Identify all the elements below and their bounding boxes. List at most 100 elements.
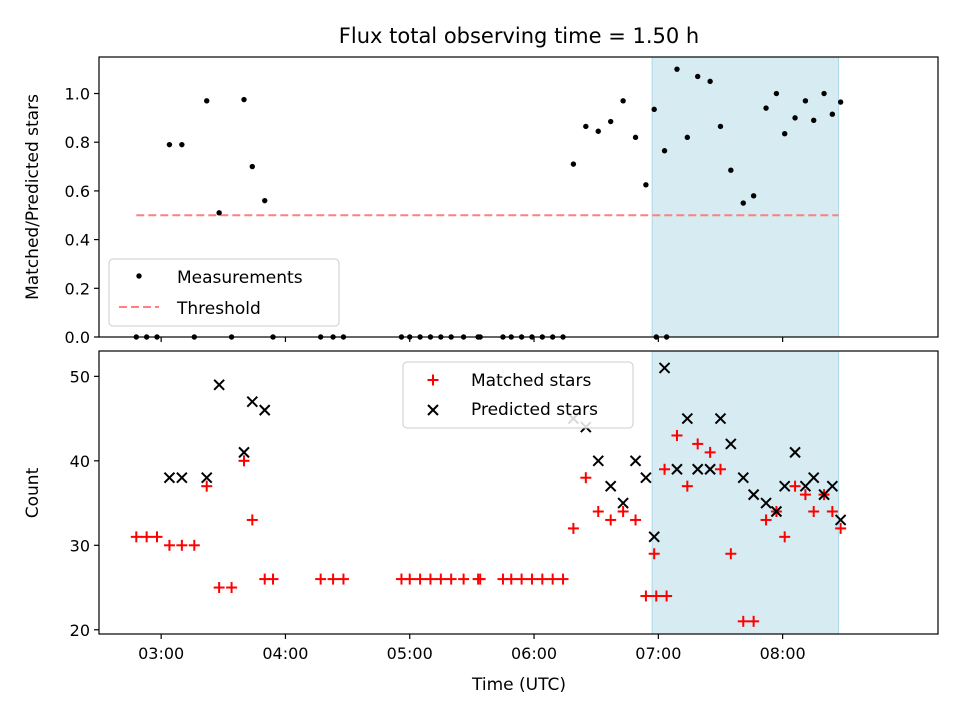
predicted-star-point [807, 472, 820, 484]
top-y-axis: 0.0 0.2 0.4 0.6 0.8 1.0 [65, 85, 99, 347]
legend-measurements-label: Measurements [177, 268, 303, 288]
measurement-point [707, 78, 713, 85]
matched-star-point [474, 573, 486, 585]
predicted-marker-b [671, 463, 683, 475]
matched-star-point [505, 573, 517, 585]
predicted-star-point [259, 404, 271, 416]
predicted-marker-b [201, 472, 213, 484]
predicted-star-point [629, 455, 642, 467]
predicted-star-point [725, 438, 737, 450]
matched-star-point [692, 438, 704, 450]
measurement-point [694, 73, 701, 80]
y-tick-label: 0.0 [65, 328, 90, 347]
measurement-point [684, 134, 691, 141]
chart-title: Flux total observing time = 1.50 h [339, 24, 699, 48]
bottom-x-axis: 03:00 04:00 05:00 06:00 07:00 08:00 [138, 634, 806, 663]
predicted-marker-b [770, 505, 783, 518]
legend-predicted-label: Predicted stars [471, 400, 598, 420]
matched-star-point [435, 573, 447, 585]
predicted-marker-b [681, 412, 694, 425]
matched-star-point [714, 463, 726, 475]
matched-star-point [580, 472, 592, 484]
matched-star-point [737, 615, 749, 627]
x-tick-label: 05:00 [387, 644, 433, 663]
matched-star-point [404, 573, 416, 585]
y-tick-label: 0.8 [65, 133, 90, 152]
predicted-marker-b [629, 455, 642, 467]
x-tick-label: 04:00 [262, 644, 308, 663]
matched-star-point [650, 590, 662, 602]
measurement-point [262, 197, 268, 204]
top-axes-frame [98, 56, 939, 338]
measurement-point [821, 90, 827, 97]
predicted-star-point [737, 472, 749, 484]
predicted-marker-b [246, 395, 259, 408]
measurement-point [829, 111, 836, 117]
matched-star-point [163, 539, 175, 551]
legend-threshold-label: Threshold [176, 299, 261, 319]
predicted-star-point [671, 463, 683, 475]
measurement-point [811, 117, 817, 124]
predicted-star-point [604, 480, 617, 492]
measurement-point [661, 148, 668, 154]
predicted-marker-b [737, 472, 749, 484]
predicted-star-point [201, 472, 213, 484]
predicted-marker-b [778, 480, 791, 492]
predicted-marker-b [658, 362, 671, 374]
matched-star-point [789, 480, 801, 492]
predicted-star-point [163, 472, 176, 484]
predicted-star-point [747, 488, 760, 501]
predicted-marker-b [714, 412, 727, 425]
predicted-star-point [658, 362, 671, 374]
bottom-highlight-span [651, 350, 840, 635]
predicted-star-point [799, 480, 812, 492]
predicted-marker-b [704, 463, 716, 475]
measurement-point [728, 167, 734, 173]
matched-star-point [130, 531, 142, 543]
predicted-marker-b [163, 472, 176, 484]
predicted-star-point [760, 497, 772, 509]
predicted-marker-b [807, 472, 820, 484]
predicted-marker-b [617, 497, 629, 509]
measurement-point [782, 130, 788, 137]
predicted-star-point [681, 412, 694, 425]
measurement-point [249, 163, 255, 170]
predicted-star-point [789, 446, 801, 459]
matched-star-point [617, 506, 629, 518]
matched-star-point [661, 590, 673, 602]
predicted-star-point [238, 446, 250, 459]
predicted-marker-b [592, 455, 604, 467]
matched-star-point [835, 522, 847, 534]
y-tick-label: 50 [70, 367, 90, 386]
x-tick-label: 07:00 [635, 644, 681, 663]
y-tick-label: 30 [70, 536, 90, 555]
matched-star-point [188, 539, 200, 551]
measurement-point [570, 161, 577, 167]
matched-star-point [424, 573, 436, 585]
matched-star-point [267, 573, 279, 585]
matched-star-point [630, 514, 642, 526]
x-axis-label: Time (UTC) [471, 675, 566, 695]
y-tick-label: 0.4 [65, 231, 90, 250]
bottom-axes-frame [98, 350, 939, 635]
predicted-marker-b [213, 379, 225, 391]
y-tick-label: 20 [70, 621, 90, 640]
matched-star-point [445, 573, 457, 585]
predicted-star-point [834, 514, 847, 526]
matched-star-point [327, 573, 339, 585]
measurement-point [651, 106, 657, 113]
matched-star-point [414, 573, 426, 585]
measurement-point [179, 141, 185, 148]
matched-star-point [779, 531, 791, 543]
matched-star-point [201, 480, 213, 492]
matched-star-point [246, 514, 258, 526]
legend-box [402, 361, 634, 429]
matched-star-point [226, 582, 238, 594]
predicted-marker-b [640, 472, 652, 484]
predicted-marker-b [725, 438, 737, 450]
predicted-marker-b [826, 480, 839, 492]
matched-star-point [337, 573, 349, 585]
top-legend: Measurements Threshold [108, 258, 340, 327]
